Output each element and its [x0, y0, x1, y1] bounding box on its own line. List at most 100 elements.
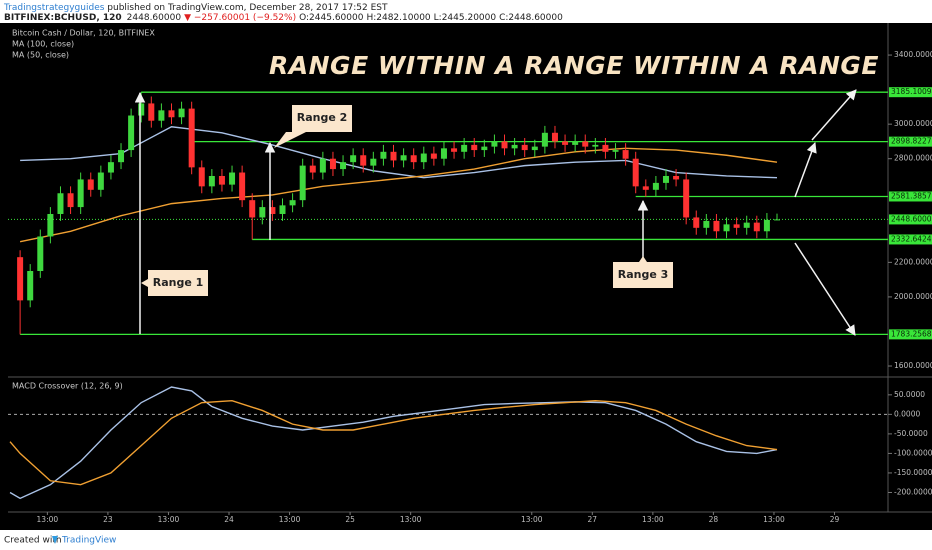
target-arrow — [794, 142, 817, 198]
ohlc-open: O:2445.60000 — [299, 13, 364, 23]
candle-body — [27, 271, 34, 301]
candle-body — [178, 108, 185, 118]
candle-body — [299, 165, 306, 201]
symbol: BITFINEX:BCHUSD, 120 — [4, 13, 122, 23]
level-tag — [889, 191, 932, 202]
legend-entry: MA (100, close) — [12, 40, 74, 49]
author[interactable]: Tradingstrategyguides — [3, 3, 105, 13]
series-line — [9, 386, 778, 500]
y-tick-label: -100.0000 — [894, 448, 932, 457]
candle-body — [37, 236, 44, 272]
candle-body — [67, 193, 74, 208]
target-arrow — [794, 242, 856, 336]
candle-body — [148, 103, 155, 121]
y-tick-label: 50.0000 — [894, 390, 925, 399]
candle-body — [511, 144, 518, 149]
footer-created: Created with — [4, 536, 62, 546]
candle-body — [531, 146, 538, 151]
candle-body — [753, 222, 760, 232]
y-tick-label: -200.0000 — [894, 487, 932, 496]
candle-body — [723, 224, 730, 232]
callout-label: Range 3 — [618, 268, 669, 281]
x-tick-label: 28 — [709, 515, 719, 524]
candle-body — [370, 158, 377, 166]
price-pane — [8, 91, 888, 336]
candle-body — [249, 200, 256, 218]
candle-body — [168, 110, 175, 118]
candle-body — [198, 167, 205, 187]
candle-body — [289, 200, 296, 206]
published: published on TradingView.com, December 2… — [104, 3, 388, 13]
candle-body — [329, 158, 336, 170]
level-tag — [889, 87, 932, 98]
ohlc-close: C:2448.60000 — [499, 13, 563, 23]
footer-brand[interactable]: TradingView — [61, 536, 116, 546]
candle-body — [279, 205, 286, 214]
callouts: Range 1 Range 2 Range 3 — [141, 105, 673, 296]
candle-body — [218, 175, 225, 185]
candle-body — [410, 155, 417, 163]
x-tick-label: 25 — [345, 515, 355, 524]
candle-body — [673, 175, 680, 180]
x-tick-label: 13:00 — [37, 515, 59, 524]
candle-body — [340, 162, 347, 170]
macd-pane — [8, 386, 888, 500]
candle-body — [309, 165, 316, 173]
candle-body — [420, 153, 427, 163]
candle-body — [188, 108, 195, 168]
candle-body — [158, 110, 165, 121]
candle-body — [77, 179, 84, 208]
target-arrow — [811, 89, 857, 141]
x-tick-label: 13:00 — [642, 515, 664, 524]
candle-body — [541, 132, 548, 147]
candle-body — [521, 144, 528, 151]
candle-body — [773, 219, 780, 221]
candle-body — [87, 179, 94, 190]
y-tick-label: -150.0000 — [894, 468, 932, 477]
last: 2448.60000 — [127, 13, 182, 23]
candle-body — [97, 172, 104, 190]
y-tick-label: 0.0000 — [894, 409, 920, 418]
drawings — [134, 89, 857, 336]
candle-body — [703, 220, 710, 228]
level-tag — [889, 136, 932, 147]
candle-body — [652, 182, 659, 190]
candle-body — [743, 222, 750, 228]
x-tick-label: 29 — [830, 515, 840, 524]
candle-body — [138, 103, 145, 116]
candle-body — [501, 141, 508, 149]
header-line-2: BITFINEX:BCHUSD, 120 2448.60000 ▼ −257.600… — [4, 13, 563, 23]
callout-box — [613, 256, 673, 288]
ohlc-low: L:2445.20000 — [434, 13, 497, 23]
candle-body — [239, 172, 246, 201]
candle-body — [451, 148, 458, 152]
headline: RANGE WITHIN A RANGE WITHIN A RANGE — [269, 51, 879, 80]
level-tag-label: 2898.82279 — [891, 137, 932, 146]
x-tick-label: 27 — [588, 515, 598, 524]
candle-body — [461, 144, 468, 152]
brand-logo — [52, 536, 58, 544]
candle-body — [602, 144, 609, 152]
ohlc-high: H:2482.10000 — [366, 13, 430, 23]
callout-box — [141, 270, 208, 296]
candle-body — [551, 132, 558, 142]
candle-body — [390, 151, 397, 161]
candle-body — [47, 213, 54, 237]
last-price-tag — [889, 214, 932, 225]
candle-body — [440, 148, 447, 159]
candle-body — [481, 146, 488, 151]
y-tick-label: -50.0000 — [894, 429, 928, 438]
candle-body — [350, 155, 357, 163]
candle-body — [713, 220, 720, 232]
candle-body — [592, 144, 599, 147]
x-tick-label: 13:00 — [763, 515, 785, 524]
candle-body — [229, 172, 236, 185]
candle-body — [632, 158, 639, 187]
candle-body — [128, 115, 135, 151]
x-tick-label: 13:00 — [521, 515, 543, 524]
candle-body — [683, 179, 690, 218]
